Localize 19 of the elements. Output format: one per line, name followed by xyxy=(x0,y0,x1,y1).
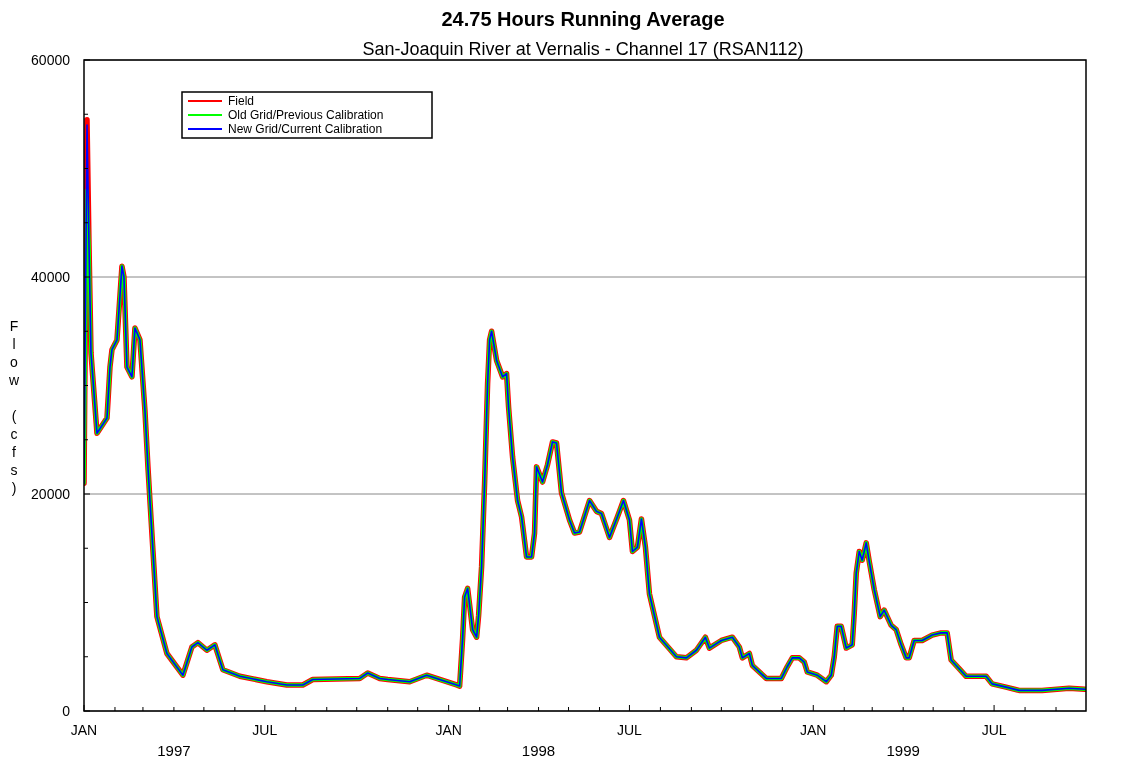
legend-label: Field xyxy=(228,94,255,108)
chart-subtitle: San-Joaquin River at Vernalis - Channel 17 (RSAN112) xyxy=(362,39,804,59)
x-tick-label: JAN xyxy=(70,722,98,738)
text: 1998 xyxy=(521,742,556,759)
y-tick-label: 20000 xyxy=(31,486,71,502)
x-tick-label: JUL xyxy=(981,722,1007,738)
x-tick-label: JUL xyxy=(252,722,278,738)
text: 1999 xyxy=(886,742,920,759)
y-tick-label: 40000 xyxy=(31,269,71,285)
legend-label: Old Grid/Previous Calibration xyxy=(228,108,384,122)
chart-title: 24.75 Hours Running Average xyxy=(441,8,725,30)
legend-label: New Grid/Current Calibration xyxy=(228,122,383,136)
x-tick-label: JUL xyxy=(617,722,643,738)
x-tick-label: JAN xyxy=(435,722,462,738)
y-axis-title: Flow (cfs) xyxy=(6,318,22,498)
y-tick-label: 0 xyxy=(62,703,71,719)
y-tick-label: 60000 xyxy=(31,52,71,68)
x-tick-label: JAN xyxy=(800,722,827,738)
text: 1997 xyxy=(157,742,191,759)
